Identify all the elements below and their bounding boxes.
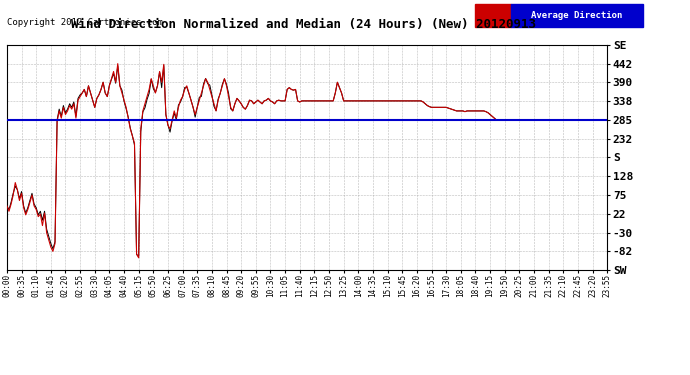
Text: Average Direction: Average Direction: [531, 11, 623, 20]
FancyBboxPatch shape: [511, 4, 643, 27]
Text: Wind Direction Normalized and Median (24 Hours) (New) 20120913: Wind Direction Normalized and Median (24…: [71, 18, 536, 31]
Text: Copyright 2012 Cartronics.com: Copyright 2012 Cartronics.com: [7, 18, 163, 27]
FancyBboxPatch shape: [475, 4, 511, 27]
